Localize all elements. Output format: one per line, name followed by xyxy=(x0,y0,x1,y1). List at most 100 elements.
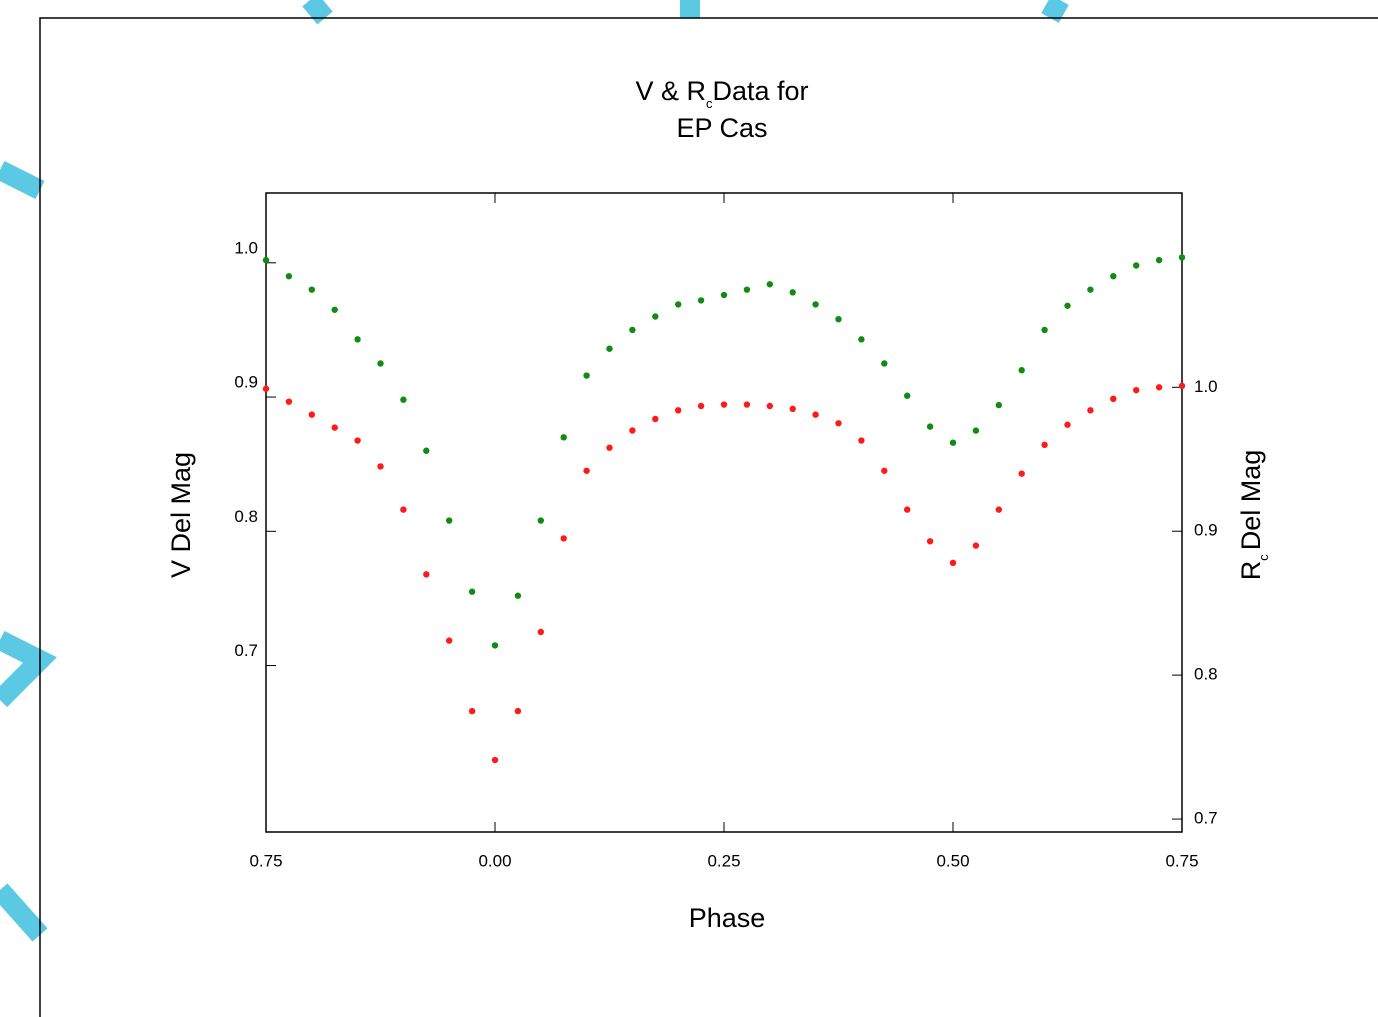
x-tick-label: 0.25 xyxy=(707,851,740,870)
data-point xyxy=(1087,286,1094,293)
data-point xyxy=(514,707,522,715)
data-point xyxy=(1110,273,1117,280)
data-point xyxy=(949,559,957,567)
data-point xyxy=(1178,382,1186,390)
y-tick-label: 0.7 xyxy=(234,641,258,660)
data-point xyxy=(652,415,659,423)
data-point xyxy=(1133,262,1140,269)
data-point xyxy=(262,256,270,264)
title-text: V & R xyxy=(635,76,706,106)
x-tick-label: 0.50 xyxy=(936,851,969,870)
x-tick-label: 0.75 xyxy=(249,851,282,870)
x-axis-label: Phase xyxy=(689,903,766,933)
data-point xyxy=(995,401,1002,409)
data-point xyxy=(1178,254,1186,261)
data-point xyxy=(400,506,407,513)
data-point xyxy=(606,444,613,451)
data-point xyxy=(904,392,911,399)
data-point xyxy=(583,372,590,379)
data-point xyxy=(835,315,842,323)
data-point xyxy=(766,281,773,288)
data-point xyxy=(331,306,338,313)
data-point xyxy=(606,345,613,352)
data-point xyxy=(675,407,682,414)
y2-tick-label: 1.0 xyxy=(1194,377,1218,396)
data-point xyxy=(1087,407,1094,414)
data-point xyxy=(1133,386,1140,394)
data-point xyxy=(423,571,430,578)
y2-tick-label: 0.9 xyxy=(1194,521,1218,540)
data-point xyxy=(377,360,384,367)
title-subscript: c xyxy=(706,96,713,111)
data-point xyxy=(537,628,544,636)
data-point xyxy=(1018,367,1025,374)
data-point xyxy=(1064,302,1071,309)
data-point xyxy=(743,286,751,293)
data-point xyxy=(1041,326,1048,334)
data-point xyxy=(789,405,796,413)
data-point xyxy=(308,411,315,418)
chart-title: EP Cas xyxy=(676,113,767,143)
data-point xyxy=(858,336,865,343)
data-point xyxy=(812,301,819,308)
data-point xyxy=(354,336,361,343)
y-tick-label: 0.9 xyxy=(234,373,258,392)
y2-tick-label: 0.7 xyxy=(1194,809,1218,828)
data-point xyxy=(766,402,773,410)
data-point xyxy=(972,427,980,434)
y2-label-subscript: c xyxy=(1256,554,1271,561)
data-point xyxy=(835,420,842,427)
data-point xyxy=(629,427,636,434)
data-point xyxy=(491,642,499,649)
data-point xyxy=(789,289,796,296)
data-point xyxy=(720,291,728,299)
data-point xyxy=(285,398,293,405)
data-point xyxy=(812,411,819,418)
data-point xyxy=(743,401,751,408)
data-point xyxy=(1155,384,1163,391)
data-point xyxy=(308,286,315,293)
data-point xyxy=(583,467,590,474)
data-point xyxy=(354,437,361,444)
x-tick-label: 0.00 xyxy=(478,851,511,870)
data-point xyxy=(697,402,705,410)
y-axis-label: V Del Mag xyxy=(166,452,196,578)
y2-axis-label: Rc Del Mag xyxy=(1236,450,1271,581)
data-point xyxy=(491,756,499,764)
data-point xyxy=(1041,441,1048,449)
data-point xyxy=(468,588,476,595)
data-point xyxy=(881,360,888,367)
data-point xyxy=(560,434,567,441)
data-point xyxy=(285,273,293,280)
data-point xyxy=(972,542,980,549)
y-tick-label: 1.0 xyxy=(234,238,258,257)
data-point xyxy=(1155,256,1163,264)
data-point xyxy=(514,592,522,599)
data-point xyxy=(446,517,453,524)
data-point xyxy=(1064,421,1071,428)
data-point xyxy=(949,439,957,446)
y-tick-label: 0.8 xyxy=(234,507,258,526)
frame xyxy=(39,17,1378,1017)
data-point xyxy=(697,297,705,304)
data-point xyxy=(629,326,636,334)
data-point xyxy=(926,538,934,545)
data-point xyxy=(720,401,728,408)
data-point xyxy=(1018,470,1025,477)
y2-tick-label: 0.8 xyxy=(1194,665,1218,684)
data-point xyxy=(262,385,270,392)
data-point xyxy=(400,396,407,403)
chart-title: V & RcData for xyxy=(635,76,808,111)
data-point xyxy=(904,506,911,513)
data-point xyxy=(926,423,934,430)
data-point xyxy=(537,517,544,524)
data-point xyxy=(423,447,430,454)
data-point xyxy=(446,637,453,644)
data-point xyxy=(675,301,682,308)
data-point xyxy=(858,437,865,444)
data-point xyxy=(1110,395,1117,403)
data-point xyxy=(331,424,338,431)
data-point xyxy=(995,506,1002,513)
data-point xyxy=(652,313,659,320)
